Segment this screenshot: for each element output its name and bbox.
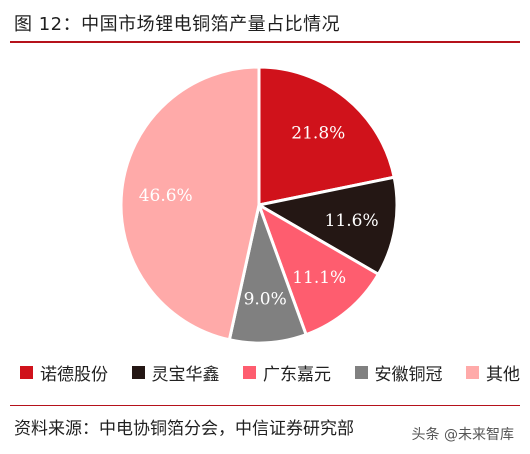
pie-data-label-1: 21.8%: [291, 123, 345, 143]
pie-slice-2: [257, 175, 399, 276]
pie-data-label-5: 46.6%: [139, 186, 193, 206]
legend-label: 诺德股份: [40, 365, 108, 385]
pie-slice-3: [257, 203, 380, 337]
legend-swatch: [243, 366, 256, 379]
chart-legend: 诺德股份 灵宝华鑫 广东嘉元 安徽铜冠 其他: [20, 360, 520, 385]
legend-swatch: [131, 366, 145, 379]
pie-data-label-4: 9.0%: [244, 290, 287, 310]
legend-label: 灵宝华鑫: [151, 365, 220, 385]
pie-slice-5: [119, 65, 261, 342]
legend-label: 广东嘉元: [263, 365, 331, 385]
chart-title: 图 12：中国市场锂电铜箔产量占比情况: [14, 14, 341, 35]
legend-item-5: 其他: [466, 360, 520, 385]
pie-data-label-2: 11.6%: [325, 211, 379, 231]
watermark-text: 头条 @未来智库: [411, 427, 514, 443]
pie-slice-1: [257, 65, 396, 207]
legend-swatch: [466, 366, 479, 379]
legend-item-3: 广东嘉元: [243, 360, 331, 385]
legend-item-1: 诺德股份: [20, 360, 108, 385]
pie-chart: 21.8% 11.6% 11.1%9.0% 46.6%: [119, 65, 399, 345]
legend-label: 其他: [486, 365, 520, 385]
pie-data-label-3: 11.1%: [292, 268, 346, 288]
legend-label: 安徽铜冠: [374, 365, 443, 385]
legend-item-4: 安徽铜冠: [354, 360, 443, 385]
legend-swatch: [354, 366, 368, 379]
legend-swatch: [20, 366, 33, 379]
source-divider: [10, 405, 520, 406]
pie-slices: [119, 65, 399, 345]
title-divider: [10, 41, 520, 43]
source-note: 资料来源：中电协铜箔分会，中信证券研究部: [14, 419, 354, 439]
pie-labels: 21.8% 11.6% 11.1%9.0% 46.6%: [139, 123, 379, 309]
legend-item-2: 灵宝华鑫: [131, 360, 220, 385]
